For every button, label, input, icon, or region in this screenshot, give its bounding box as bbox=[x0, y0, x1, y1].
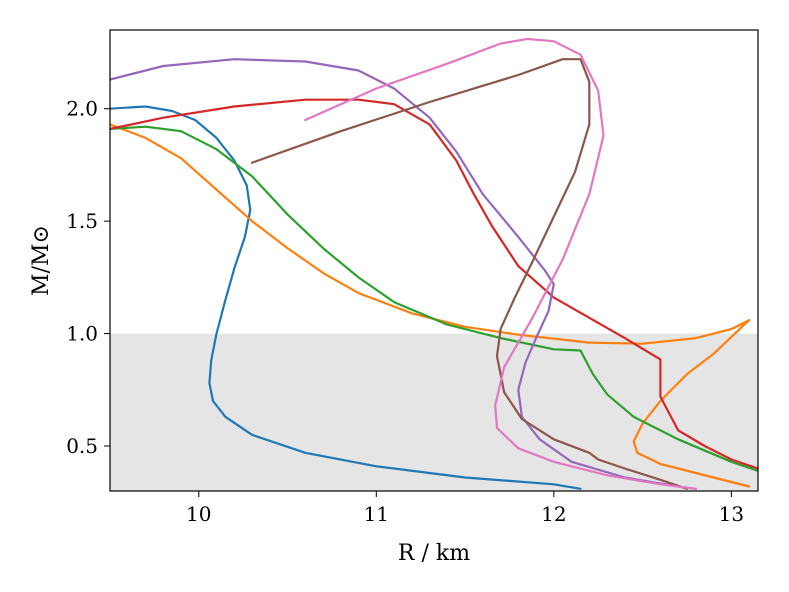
y-tick-label: 1.0 bbox=[66, 322, 98, 346]
x-tick-label: 11 bbox=[364, 502, 389, 526]
x-tick-label: 10 bbox=[186, 502, 211, 526]
plot-frame bbox=[109, 29, 759, 492]
y-axis-label: M/M⊙ bbox=[29, 225, 54, 296]
y-tick-label: 1.5 bbox=[66, 209, 98, 233]
plot-area bbox=[109, 29, 759, 492]
shaded-region bbox=[110, 333, 758, 491]
series-line-3 bbox=[110, 125, 758, 472]
y-tick-label: 2.0 bbox=[66, 97, 98, 121]
series-line-2 bbox=[110, 123, 751, 488]
x-tick-label: 13 bbox=[719, 502, 744, 526]
series-line-7 bbox=[304, 37, 697, 490]
x-tick-label: 12 bbox=[541, 502, 566, 526]
axis-ticks: 10 11 12 13 0.5 1.0 1.5 2.0 bbox=[66, 97, 744, 526]
y-tick-label: 0.5 bbox=[66, 434, 98, 458]
series-line-1 bbox=[110, 105, 582, 490]
x-axis-label: R / km bbox=[398, 541, 470, 566]
series-line-5 bbox=[110, 58, 697, 490]
series-line-6 bbox=[250, 58, 689, 490]
series-line-4 bbox=[110, 98, 758, 470]
